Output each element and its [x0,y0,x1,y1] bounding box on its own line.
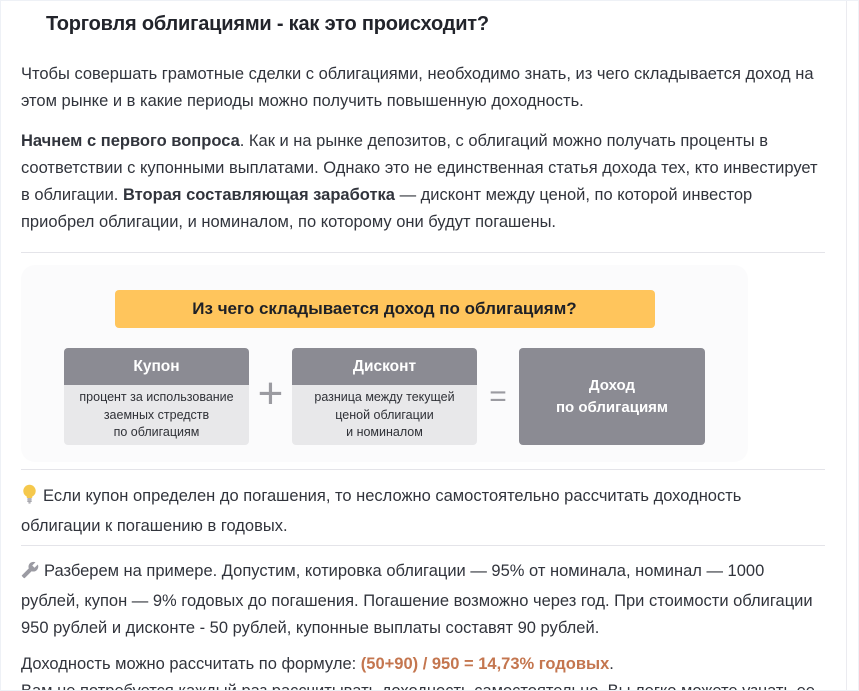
wrench-icon [21,561,39,588]
formula-paragraph: Доходность можно рассчитать по формуле: … [21,651,825,691]
divider-after-diagram [21,469,825,470]
coupon-box: Купон процент за использование заемных с… [64,348,249,445]
income-result-box: Доход по облигациям [519,348,705,445]
divider-after-tip [21,545,825,546]
discount-box-description: разница между текущей ценой облигации и … [292,385,477,445]
intro-paragraph: Чтобы совершать грамотные сделки с облиг… [21,65,814,110]
coupon-box-title: Купон [64,348,249,385]
plus-operator: + [257,368,284,418]
page-title: Торговля облигациями - как это происходи… [46,13,489,35]
formula-lead: Доходность можно рассчитать по формуле: [21,655,361,673]
lightbulb-icon [21,484,38,513]
question-text-2: — дисконт между ценой, по которой инвест… [21,186,753,231]
formula-second-line: Вам не потребуется каждый раз рассчитыва… [21,682,815,691]
coupon-box-description: процент за использование заемных стредст… [64,385,249,445]
question-bold-lead: Начнем с первого вопроса [21,132,240,150]
question-text-1: . Как и на рынке депозитов, с облигаций … [21,132,818,204]
tip-text: Если купон определен до погашения, то не… [21,487,742,535]
diagram-row: Купон процент за использование заемных с… [21,348,748,445]
formula-period: . [609,655,614,673]
discount-box-title: Дисконт [292,348,477,385]
example-paragraph: Разберем на примере. Допустим, котировка… [21,558,825,642]
income-diagram: Из чего складывается доход по облигациям… [21,265,748,462]
discount-box: Дисконт разница между текущей ценой обли… [292,348,477,445]
divider-top [21,252,825,253]
equals-operator: = [489,379,507,413]
diagram-title-banner: Из чего складывается доход по облигациям… [114,290,655,328]
formula-expression: (50+90) / 950 = 14,73% годовых [360,655,610,673]
question-paragraph: Начнем с первого вопроса. Как и на рынке… [21,128,825,236]
tip-paragraph: Если купон определен до погашения, то не… [21,483,825,540]
example-text: Разберем на примере. Допустим, котировка… [21,562,813,637]
question-bold-2: Вторая составляющая заработка [122,186,395,204]
